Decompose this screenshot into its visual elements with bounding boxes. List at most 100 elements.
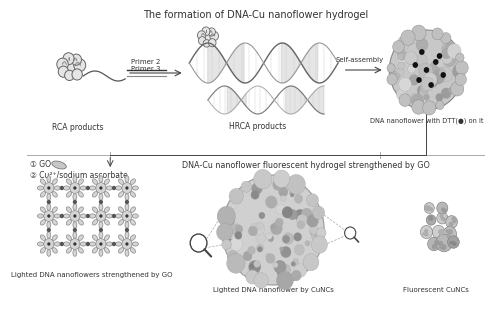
Circle shape	[443, 53, 456, 67]
Circle shape	[47, 201, 50, 204]
Circle shape	[389, 71, 397, 79]
Ellipse shape	[99, 222, 103, 228]
Circle shape	[413, 63, 418, 67]
Polygon shape	[285, 86, 305, 114]
Circle shape	[441, 217, 444, 220]
Ellipse shape	[73, 232, 77, 238]
Circle shape	[287, 175, 305, 194]
Circle shape	[421, 225, 432, 238]
Ellipse shape	[118, 192, 124, 197]
Circle shape	[422, 77, 434, 91]
Circle shape	[73, 201, 76, 204]
Circle shape	[279, 187, 288, 197]
Circle shape	[122, 238, 132, 249]
Ellipse shape	[104, 179, 109, 184]
Circle shape	[57, 58, 69, 71]
Circle shape	[313, 206, 325, 219]
Circle shape	[307, 215, 318, 227]
Polygon shape	[208, 43, 226, 83]
Circle shape	[425, 233, 428, 236]
Circle shape	[208, 28, 215, 36]
Circle shape	[290, 193, 294, 197]
Circle shape	[303, 254, 319, 271]
Ellipse shape	[37, 242, 43, 246]
Circle shape	[439, 242, 442, 245]
Ellipse shape	[130, 179, 136, 184]
Circle shape	[291, 261, 296, 266]
Circle shape	[248, 226, 257, 236]
Circle shape	[440, 246, 442, 248]
Ellipse shape	[92, 207, 98, 212]
Ellipse shape	[67, 220, 71, 225]
Circle shape	[425, 230, 427, 233]
Circle shape	[419, 63, 433, 79]
Circle shape	[100, 243, 102, 245]
Circle shape	[412, 100, 425, 114]
Circle shape	[289, 190, 294, 195]
Circle shape	[209, 39, 216, 47]
Ellipse shape	[37, 214, 43, 218]
Circle shape	[439, 230, 441, 233]
Ellipse shape	[73, 222, 77, 228]
Circle shape	[216, 223, 233, 241]
Circle shape	[426, 206, 430, 211]
Circle shape	[425, 206, 428, 210]
Circle shape	[61, 215, 63, 218]
Ellipse shape	[89, 242, 96, 246]
Circle shape	[442, 45, 448, 52]
Ellipse shape	[92, 192, 98, 197]
Circle shape	[429, 216, 432, 220]
Text: Self-assembly: Self-assembly	[335, 57, 384, 63]
Circle shape	[446, 216, 458, 228]
Circle shape	[456, 61, 468, 75]
Circle shape	[203, 40, 210, 47]
Circle shape	[452, 241, 454, 244]
Circle shape	[210, 31, 218, 41]
Ellipse shape	[40, 192, 45, 197]
Circle shape	[74, 59, 86, 72]
Circle shape	[126, 229, 128, 232]
Circle shape	[100, 187, 102, 189]
Circle shape	[431, 217, 433, 219]
Circle shape	[74, 187, 76, 189]
Circle shape	[455, 73, 466, 86]
Circle shape	[61, 186, 63, 190]
Text: ② Cu²⁺/sodium ascorbate: ② Cu²⁺/sodium ascorbate	[30, 170, 128, 179]
Circle shape	[412, 25, 426, 41]
Ellipse shape	[52, 207, 57, 212]
Circle shape	[394, 73, 400, 80]
Circle shape	[443, 227, 457, 241]
Ellipse shape	[104, 192, 109, 197]
Ellipse shape	[54, 186, 60, 190]
Ellipse shape	[52, 179, 57, 184]
Circle shape	[435, 241, 438, 243]
Circle shape	[442, 208, 445, 211]
Circle shape	[230, 237, 243, 251]
Ellipse shape	[47, 250, 51, 256]
Circle shape	[442, 209, 445, 211]
Ellipse shape	[104, 207, 109, 212]
Circle shape	[281, 196, 286, 202]
Ellipse shape	[64, 242, 70, 246]
Circle shape	[420, 61, 427, 68]
Ellipse shape	[40, 179, 45, 184]
Circle shape	[126, 187, 128, 189]
Ellipse shape	[37, 186, 43, 190]
Circle shape	[250, 192, 254, 197]
Ellipse shape	[80, 242, 86, 246]
Circle shape	[294, 209, 306, 221]
Ellipse shape	[52, 235, 57, 240]
Circle shape	[44, 211, 54, 221]
Circle shape	[259, 212, 265, 219]
Circle shape	[247, 246, 255, 254]
Circle shape	[282, 235, 290, 243]
Ellipse shape	[73, 204, 77, 210]
Ellipse shape	[40, 207, 45, 212]
Circle shape	[86, 243, 89, 245]
Ellipse shape	[54, 242, 60, 246]
Circle shape	[291, 270, 301, 281]
Circle shape	[112, 186, 115, 190]
Circle shape	[443, 219, 446, 221]
Circle shape	[443, 209, 446, 212]
Text: HRCA products: HRCA products	[229, 122, 286, 131]
